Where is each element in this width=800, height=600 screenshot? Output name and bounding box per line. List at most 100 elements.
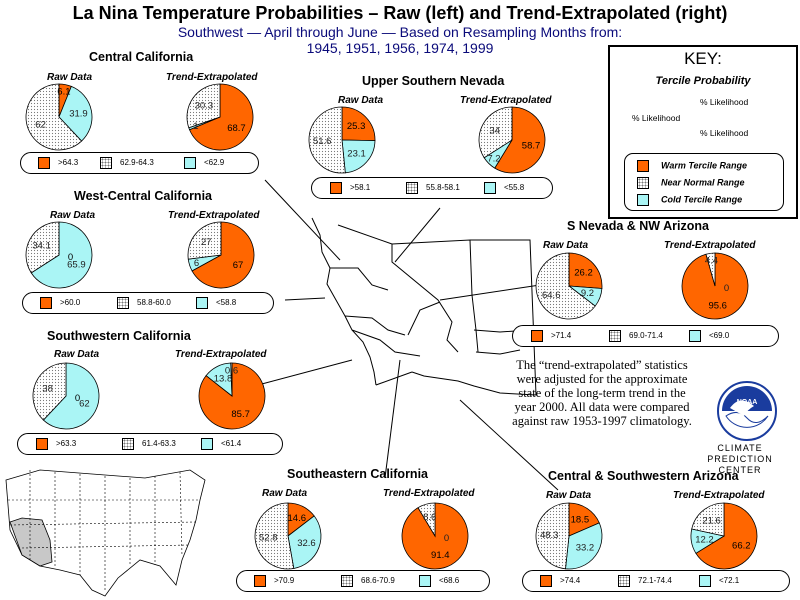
legend-item-near: 61.4-63.3	[122, 438, 176, 450]
raw-pie: 26.2 9.2 64.6	[535, 252, 603, 320]
region-5-trend-value-near: 8.6	[423, 512, 436, 523]
cpc-caption-line-1: CLIMATE PREDICTION	[707, 443, 773, 464]
page-subtitle-line-2: 1945, 1951, 1956, 1974, 1999	[306, 40, 494, 56]
near-swatch	[100, 157, 112, 169]
key-warm-label: Warm Tercile Range	[661, 160, 748, 171]
region-2-raw-value-cold: 65.9	[67, 259, 86, 270]
division-line-3	[351, 329, 421, 357]
region-4-raw-value-near: 38	[42, 384, 53, 395]
region-0-trend-value-cold: 1	[193, 121, 198, 132]
region-1-trend-value-near: 34	[489, 125, 500, 136]
region-title: Central & Southwestern Arizona	[548, 469, 739, 483]
region-2-trend-value-cold: 6	[194, 258, 199, 269]
legend-item-warm: >71.4	[531, 330, 571, 342]
region-3-trend-value-cold: 0	[724, 283, 729, 294]
legend-range-cold: <69.0	[709, 331, 730, 341]
raw-data-label: Raw Data	[47, 72, 93, 83]
region-3-raw-value-warm: 26.2	[574, 268, 593, 279]
raw-data-label: Raw Data	[546, 490, 592, 501]
legend-range-cold: <62.9	[204, 158, 225, 168]
region-0-trend-slice-warm	[189, 83, 254, 151]
legend-range-near: 69.0-71.4	[629, 331, 663, 341]
key-title: KEY:	[684, 49, 722, 68]
division-line-1	[330, 267, 389, 291]
trend-note: The “trend-extrapolated” statistics were…	[512, 358, 692, 428]
near-swatch	[637, 177, 649, 189]
region-1-raw-slice-near	[308, 106, 346, 174]
legend-item-cold: <62.9	[184, 157, 224, 169]
region-2-raw-value-near: 34.1	[32, 241, 51, 252]
division-line-4	[407, 301, 441, 336]
key-label-near: % Likelihood	[632, 113, 681, 123]
key-box: KEY: Tercile Probability % Likelihood % …	[608, 45, 798, 219]
raw-pie: 14.6 32.6 52.8	[254, 502, 322, 570]
region-4-trend-slice-near	[230, 362, 233, 397]
trend-label: Trend-Extrapolated	[166, 72, 258, 83]
raw-data-label: Raw Data	[338, 95, 384, 106]
legend-item-near: 55.8-58.1	[406, 182, 460, 194]
region-3-trend-value-warm: 95.6	[708, 301, 727, 312]
region-3-raw-slice-warm	[568, 252, 603, 289]
legend-range-cold: <58.8	[216, 298, 237, 308]
legend-range-warm: >70.9	[274, 576, 295, 586]
region-2-raw-slice-near	[25, 221, 60, 274]
warm-swatch	[40, 297, 52, 309]
page-title: La Nina Temperature Probabilities – Raw …	[72, 3, 728, 23]
warm-swatch	[254, 575, 266, 587]
region-4-raw-value-cold: 62	[79, 398, 90, 409]
warm-swatch	[540, 575, 552, 587]
region-6-raw-slice-cold	[565, 522, 603, 570]
legend-item-warm: >58.1	[330, 182, 370, 194]
legend-range-near: 62.9-64.3	[120, 158, 154, 168]
legend-item-near: 72.1-74.4	[618, 575, 672, 587]
key-row-near: Near Normal Range	[637, 177, 745, 189]
legend-item-cold: <61.4	[201, 438, 241, 450]
region-0-trend-value-warm: 68.7	[227, 123, 246, 134]
legend-item-warm: >60.0	[40, 297, 80, 309]
region-5-raw-slice-cold	[287, 515, 322, 569]
region-1-raw-slice-cold	[341, 139, 376, 174]
raw-pie: 6.1 31.9 62	[25, 83, 93, 151]
legend-item-warm: >63.3	[36, 438, 76, 450]
connector-upper-southern-nevada	[394, 207, 441, 263]
trend-label: Trend-Extrapolated	[460, 95, 552, 106]
legend-range-warm: >71.4	[551, 331, 572, 341]
region-3-trend-slice-near	[705, 252, 716, 287]
region-0-trend-slice-near	[186, 83, 221, 129]
cold-swatch	[184, 157, 196, 169]
region-3-raw-value-near: 64.6	[542, 290, 561, 301]
region-6-raw-slice-warm	[568, 502, 600, 537]
cold-swatch	[689, 330, 701, 342]
region-0-raw-value-warm: 6.1	[57, 87, 70, 98]
connectors	[257, 179, 559, 491]
legend-range-near: 68.6-70.9	[361, 576, 395, 586]
region-3-raw-value-cold: 9.2	[581, 288, 594, 299]
region-0-raw-slice-cold	[58, 85, 93, 142]
key-label-cold: % Likelihood	[700, 128, 749, 138]
region-legend: >70.9 68.6-70.9 <68.6	[236, 570, 490, 592]
connector-southwestern-california	[257, 359, 353, 386]
near-swatch	[406, 182, 418, 194]
legend-item-near: 68.6-70.9	[341, 575, 395, 587]
legend-item-near: 69.0-71.4	[609, 330, 663, 342]
california-coast	[311, 217, 377, 386]
region-title: Central California	[89, 50, 194, 64]
legend-item-warm: >70.9	[254, 575, 294, 587]
region-title: Southeastern California	[287, 467, 428, 481]
region-title: Upper Southern Nevada	[362, 74, 505, 88]
cold-swatch	[637, 194, 649, 206]
arizona-outline	[411, 239, 537, 396]
region-1-trend-value-cold: 7.2	[487, 153, 500, 164]
pie-charts: 6.1 31.9 62 68.7 1 30.3 25.3 23.1 51.6 58.7 7.2 34 0…	[25, 83, 758, 570]
trend-label: Trend-Extrapolated	[175, 349, 267, 360]
connector-s-nevada-nw-arizona	[439, 284, 541, 301]
trend-pie: 68.7 1 30.3	[186, 83, 254, 151]
legend-item-near: 62.9-64.3	[100, 157, 154, 169]
region-1-raw-value-near: 51.6	[313, 136, 332, 147]
region-0-raw-slice-near	[25, 83, 83, 151]
legend-item-cold: <68.6	[419, 575, 459, 587]
region-2-trend-slice-near	[187, 221, 222, 260]
region-0-raw-value-near: 62	[35, 119, 46, 130]
division-line-2	[344, 315, 406, 336]
legend-range-warm: >64.3	[58, 158, 79, 168]
